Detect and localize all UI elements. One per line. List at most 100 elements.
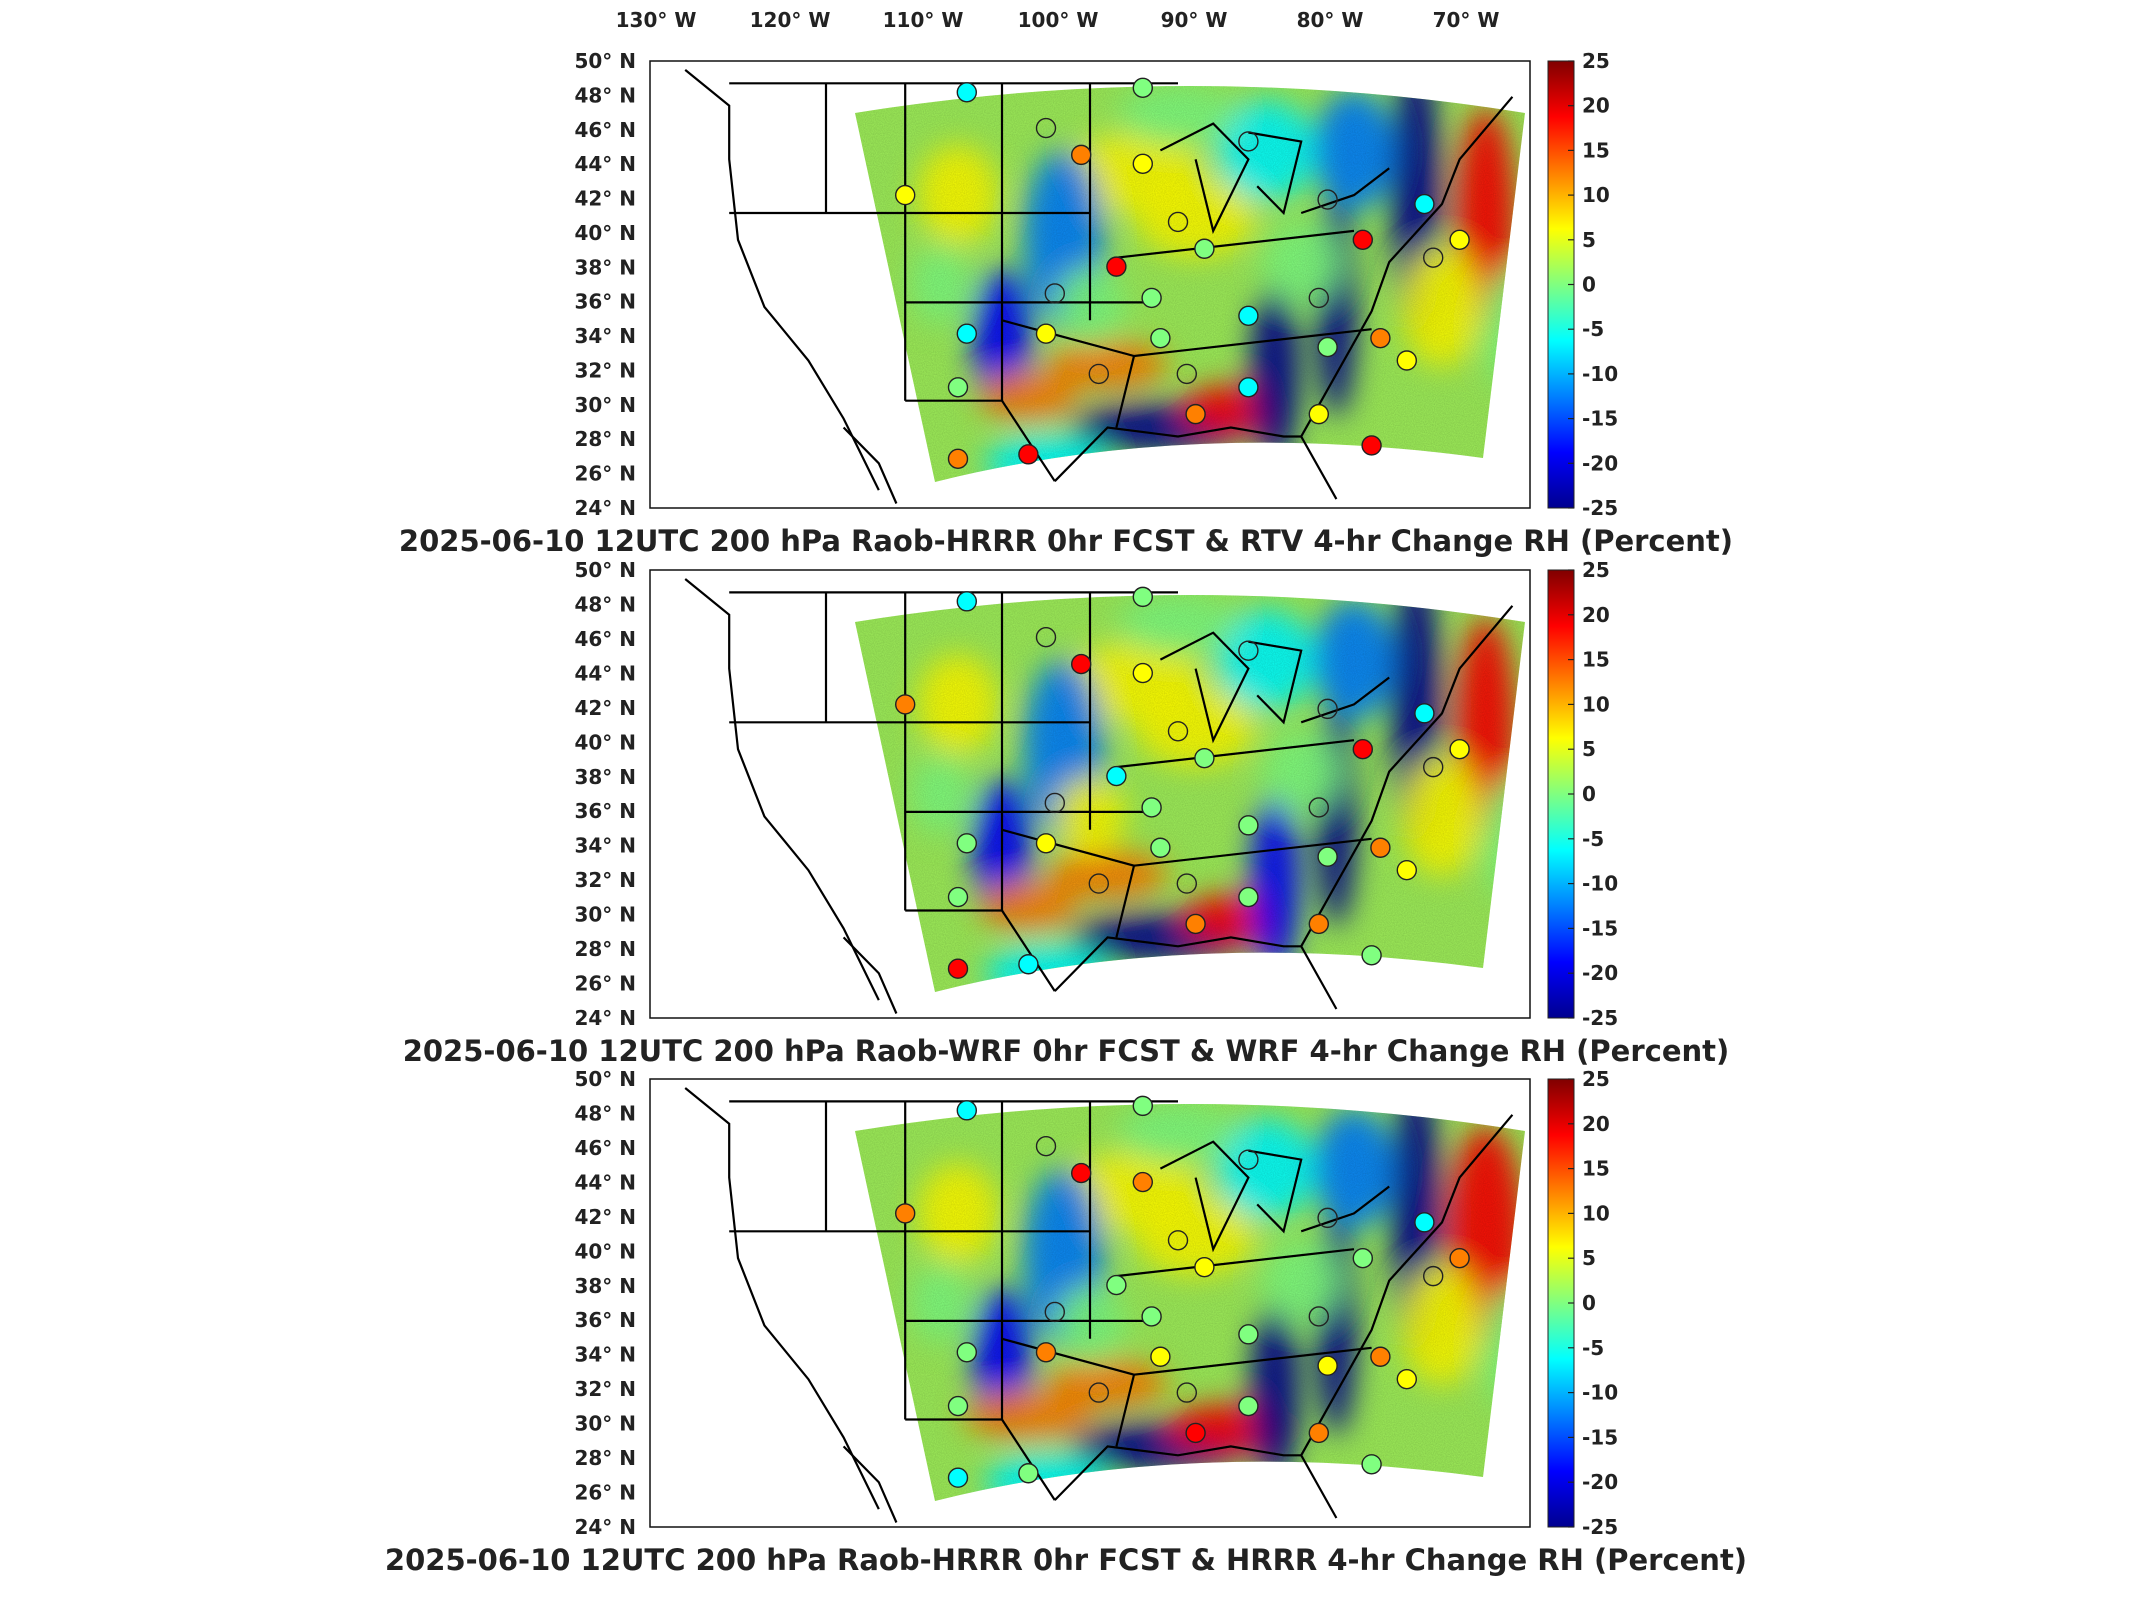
colorbar-tick-label: 25 <box>1582 1067 1610 1091</box>
station-marker <box>1308 913 1330 935</box>
station-marker <box>1132 586 1154 608</box>
colorbar-tick-label: 10 <box>1582 692 1610 716</box>
colorbar-tick-label: -5 <box>1582 827 1604 851</box>
station-marker <box>956 591 977 612</box>
lon-label: 130° W <box>616 8 697 32</box>
station-marker <box>1106 256 1127 277</box>
lon-label: 120° W <box>750 8 831 32</box>
lat-label: 46° N <box>574 627 636 651</box>
station-marker <box>947 1395 969 1417</box>
station-marker <box>1370 837 1391 858</box>
latitude-labels: 50° N 48° N 46° N 44° N 42° N 40° N 38° N 36° N… <box>574 1067 636 1539</box>
station-marker <box>1449 229 1470 251</box>
station-marker <box>1414 1212 1435 1233</box>
station-marker <box>1176 873 1198 894</box>
station-marker <box>1238 131 1259 152</box>
lat-label: 38° N <box>574 1274 636 1298</box>
colorbar-tick-label: 5 <box>1582 1246 1596 1270</box>
station-marker <box>1238 640 1259 661</box>
lat-label: 44° N <box>574 661 636 685</box>
station-marker <box>1449 1247 1470 1269</box>
lon-label: 80° W <box>1297 8 1364 32</box>
station-marker <box>895 184 916 206</box>
station-marker <box>895 1203 916 1224</box>
station-marker <box>1361 945 1382 966</box>
colorbar-tick-label: 20 <box>1582 1112 1610 1136</box>
station-marker <box>1088 873 1110 894</box>
lat-label: 46° N <box>574 1136 636 1160</box>
colorbar: 25 20 15 10 5 0 -5 -10 -15 -20 -25 <box>1547 558 1618 1030</box>
panel-title: 2025-06-10 12UTC 200 hPa Raob-WRF 0hr FC… <box>403 1034 1730 1068</box>
station-marker <box>1132 1095 1154 1117</box>
lat-label: 38° N <box>574 765 636 789</box>
station-marker <box>1308 1306 1330 1327</box>
station-marker <box>1238 305 1259 326</box>
lat-label: 24° N <box>574 496 636 520</box>
lat-label: 36° N <box>574 799 636 823</box>
station-marker <box>956 1342 977 1363</box>
panel-title: 2025-06-10 12UTC 200 hPa Raob-HRRR 0hr F… <box>399 524 1733 558</box>
station-marker <box>1141 797 1162 818</box>
station-marker <box>1018 1463 1039 1484</box>
station-marker <box>1352 229 1374 251</box>
station-marker <box>1185 913 1206 935</box>
colorbar-tick-label: 0 <box>1582 782 1596 806</box>
raob-stations <box>895 77 1470 470</box>
station-marker <box>1352 739 1374 760</box>
station-marker <box>1352 1247 1374 1269</box>
station-marker <box>947 886 969 908</box>
colorbar-tick-label: 15 <box>1582 1157 1610 1181</box>
station-marker <box>1044 1301 1066 1323</box>
colorbar-tick-label: 25 <box>1582 558 1610 582</box>
station-marker <box>1035 833 1057 854</box>
station-marker <box>1238 377 1259 398</box>
station-marker <box>1035 627 1057 648</box>
map-panel-1: 50° N 48° N 46° N 44° N 42° N 40° N 38° N 36° N… <box>399 49 1733 558</box>
station-marker <box>1141 287 1162 309</box>
station-marker <box>1370 327 1391 349</box>
lat-label: 40° N <box>574 221 636 245</box>
colorbar-tick-label: -25 <box>1582 1006 1618 1030</box>
lat-label: 28° N <box>574 1446 636 1470</box>
colorbar-tick-label: -25 <box>1582 496 1618 520</box>
station-marker <box>1185 1422 1206 1444</box>
station-marker <box>1238 815 1259 836</box>
station-marker <box>1150 327 1171 349</box>
colorbar-tick-label: -15 <box>1582 407 1618 431</box>
lat-label: 44° N <box>574 1170 636 1194</box>
station-marker <box>1449 739 1470 760</box>
station-marker <box>1070 144 1092 166</box>
lat-label: 36° N <box>574 290 636 314</box>
station-marker <box>1414 193 1435 215</box>
station-marker <box>956 1100 977 1121</box>
panel-title: 2025-06-10 12UTC 200 hPa Raob-HRRR 0hr F… <box>385 1543 1747 1577</box>
station-marker <box>1176 1382 1198 1403</box>
lon-label: 90° W <box>1161 8 1228 32</box>
lat-label: 30° N <box>574 393 636 417</box>
colorbar-tick-label: -20 <box>1582 1470 1618 1494</box>
station-marker <box>1070 1162 1092 1184</box>
station-marker <box>1317 1207 1338 1229</box>
station-marker <box>1317 189 1338 210</box>
colorbar-tick-label: 5 <box>1582 737 1596 761</box>
panels: 50° N 48° N 46° N 44° N 42° N 40° N 38° N 36° N… <box>385 49 1747 1577</box>
lon-label: 110° W <box>883 8 964 32</box>
lat-label: 40° N <box>574 730 636 754</box>
station-marker <box>1361 435 1382 456</box>
station-marker <box>1088 1382 1110 1403</box>
lat-label: 50° N <box>574 1067 636 1091</box>
station-marker <box>1308 1422 1330 1444</box>
station-marker <box>1194 747 1215 769</box>
station-marker <box>1194 238 1215 259</box>
station-marker <box>1308 287 1330 309</box>
latitude-labels: 50° N 48° N 46° N 44° N 42° N 40° N 38° N 36° N… <box>574 558 636 1030</box>
station-marker <box>1194 1256 1215 1278</box>
station-marker <box>1035 1342 1057 1363</box>
colorbar: 25 20 15 10 5 0 -5 -10 -15 -20 -25 <box>1547 49 1618 520</box>
colorbar-tick-label: -10 <box>1582 1381 1618 1405</box>
latitude-labels: 50° N 48° N 46° N 44° N 42° N 40° N 38° N 36° N… <box>574 49 636 520</box>
lat-label: 26° N <box>574 462 636 486</box>
station-marker <box>1150 1346 1171 1367</box>
station-marker <box>1141 1306 1162 1327</box>
colorbar-tick-label: -15 <box>1582 1425 1618 1449</box>
